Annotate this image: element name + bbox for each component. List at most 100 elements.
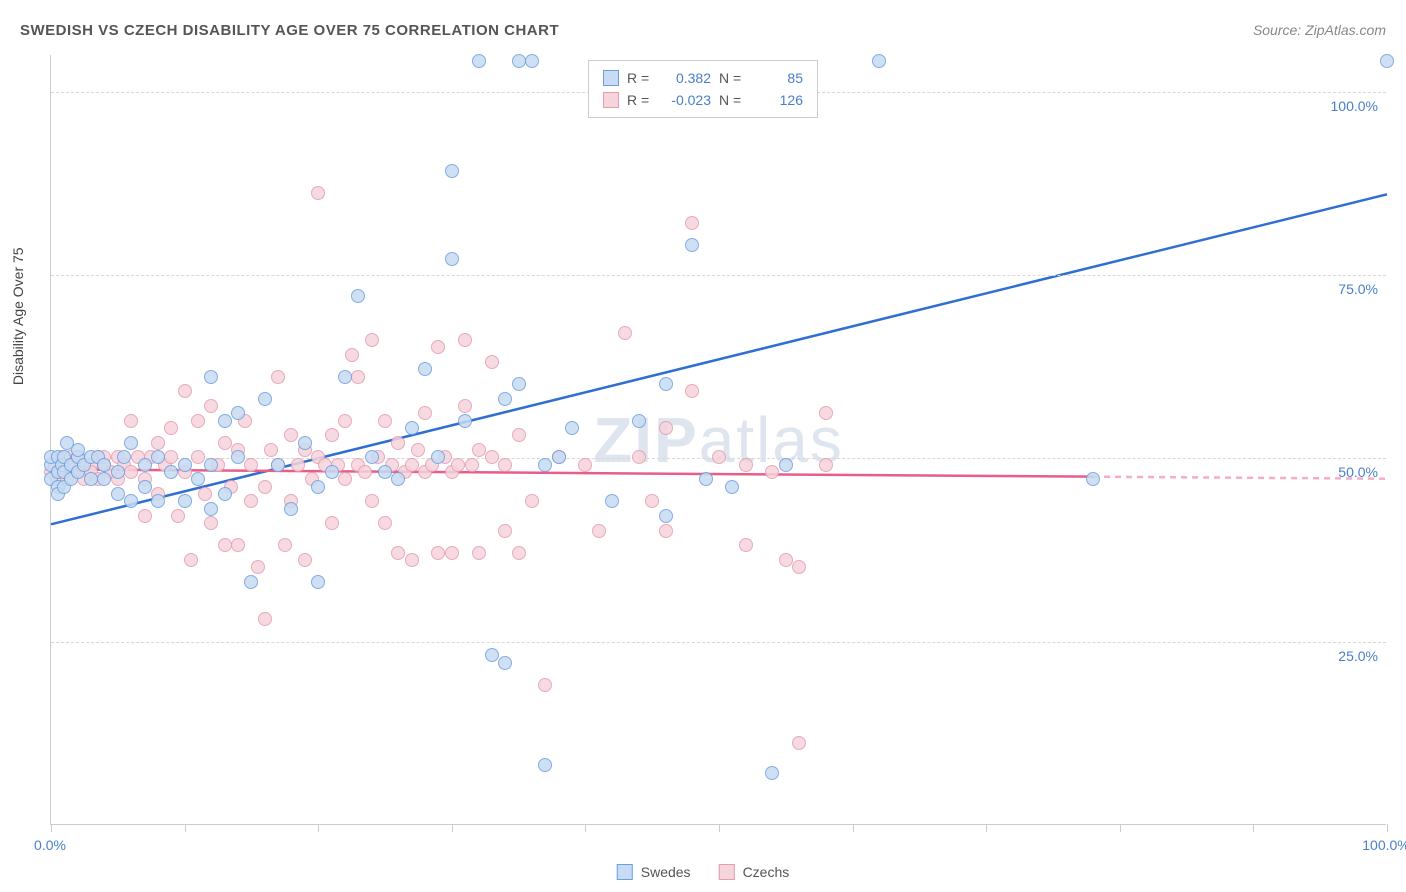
legend-row: R =-0.023N =126 (603, 89, 803, 111)
scatter-point (345, 348, 359, 362)
scatter-point (659, 421, 673, 435)
scatter-point (358, 465, 372, 479)
scatter-point (271, 370, 285, 384)
scatter-point (685, 238, 699, 252)
legend-r-label: R = (627, 89, 655, 111)
scatter-point (618, 326, 632, 340)
x-tick (719, 824, 720, 832)
legend-r-label: R = (627, 67, 655, 89)
scatter-point (659, 509, 673, 523)
scatter-point (151, 494, 165, 508)
x-tick (318, 824, 319, 832)
scatter-point (84, 472, 98, 486)
scatter-point (552, 450, 566, 464)
x-tick (986, 824, 987, 832)
scatter-point (1086, 472, 1100, 486)
scatter-point (659, 377, 673, 391)
chart-title: SWEDISH VS CZECH DISABILITY AGE OVER 75 … (20, 22, 559, 39)
scatter-point (538, 458, 552, 472)
scatter-point (124, 494, 138, 508)
scatter-point (472, 54, 486, 68)
scatter-point (291, 458, 305, 472)
scatter-point (191, 414, 205, 428)
scatter-point (244, 494, 258, 508)
scatter-point (365, 494, 379, 508)
scatter-point (605, 494, 619, 508)
legend-n-label: N = (719, 89, 747, 111)
source-label: Source: ZipAtlas.com (1253, 22, 1386, 38)
gridline (51, 642, 1386, 643)
scatter-point (298, 436, 312, 450)
scatter-point (151, 450, 165, 464)
scatter-point (485, 450, 499, 464)
scatter-point (258, 612, 272, 626)
scatter-point (458, 333, 472, 347)
scatter-point (338, 472, 352, 486)
scatter-point (218, 538, 232, 552)
legend-row: R =0.382N =85 (603, 67, 803, 89)
scatter-point (111, 487, 125, 501)
scatter-point (512, 428, 526, 442)
scatter-point (204, 502, 218, 516)
scatter-point (325, 428, 339, 442)
scatter-point (431, 450, 445, 464)
scatter-point (819, 458, 833, 472)
scatter-point (445, 546, 459, 560)
scatter-point (565, 421, 579, 435)
scatter-point (445, 164, 459, 178)
scatter-point (405, 421, 419, 435)
scatter-point (278, 538, 292, 552)
scatter-point (872, 54, 886, 68)
y-axis-label: Disability Age Over 75 (10, 247, 26, 385)
scatter-point (485, 355, 499, 369)
scatter-point (351, 370, 365, 384)
scatter-point (1380, 54, 1394, 68)
scatter-point (632, 450, 646, 464)
scatter-point (178, 458, 192, 472)
x-tick-label: 0.0% (34, 837, 66, 853)
scatter-point (191, 472, 205, 486)
scatter-point (71, 443, 85, 457)
scatter-point (578, 458, 592, 472)
scatter-point (164, 465, 178, 479)
scatter-point (632, 414, 646, 428)
x-tick (585, 824, 586, 832)
y-tick-label: 100.0% (1331, 98, 1378, 114)
scatter-point (538, 758, 552, 772)
scatter-point (258, 392, 272, 406)
scatter-point (685, 216, 699, 230)
scatter-point (244, 575, 258, 589)
scatter-point (258, 480, 272, 494)
scatter-point (191, 450, 205, 464)
scatter-point (138, 509, 152, 523)
scatter-point (97, 458, 111, 472)
scatter-point (378, 414, 392, 428)
scatter-point (458, 414, 472, 428)
y-tick-label: 50.0% (1338, 464, 1378, 480)
scatter-point (171, 509, 185, 523)
scatter-point (311, 575, 325, 589)
scatter-point (204, 458, 218, 472)
y-tick-label: 25.0% (1338, 648, 1378, 664)
scatter-point (525, 494, 539, 508)
scatter-point (451, 458, 465, 472)
legend-item: Czechs (719, 864, 790, 880)
scatter-point (204, 370, 218, 384)
scatter-point (251, 560, 265, 574)
scatter-point (685, 384, 699, 398)
scatter-point (498, 392, 512, 406)
legend-swatch (719, 864, 735, 880)
scatter-point (538, 678, 552, 692)
scatter-point (512, 377, 526, 391)
scatter-point (164, 421, 178, 435)
scatter-point (111, 465, 125, 479)
scatter-point (418, 406, 432, 420)
x-tick (452, 824, 453, 832)
scatter-point (351, 289, 365, 303)
scatter-point (472, 443, 486, 457)
legend-n-value: 85 (755, 67, 803, 89)
scatter-point (699, 472, 713, 486)
scatter-point (151, 436, 165, 450)
scatter-point (264, 443, 278, 457)
legend-label: Swedes (641, 864, 691, 880)
